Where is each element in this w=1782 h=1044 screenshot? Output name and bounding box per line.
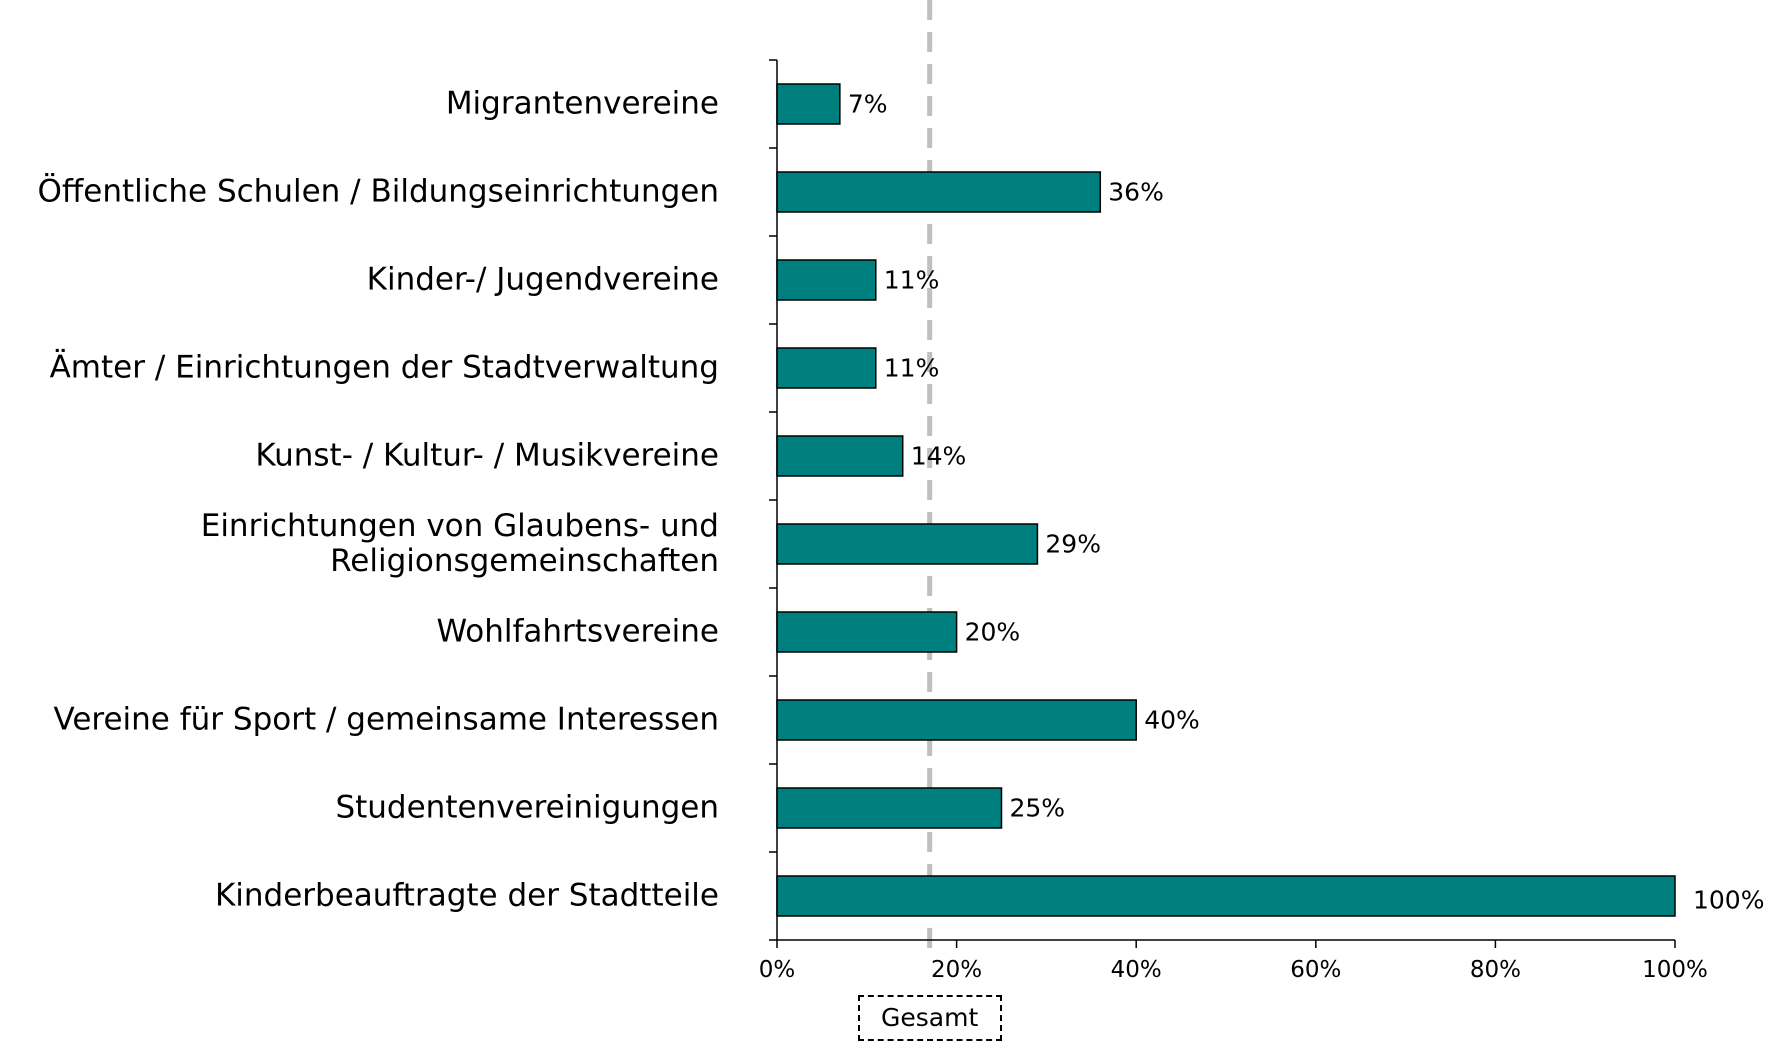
bar <box>776 699 1137 741</box>
category-label: Vereine für Sport / gemeinsame Interesse… <box>53 701 719 738</box>
bar <box>776 787 1003 829</box>
value-label: 11% <box>883 265 940 295</box>
reference-label: Gesamt <box>857 995 1002 1041</box>
value-label: 40% <box>1144 705 1200 735</box>
category-label: Kinder-/ Jugendvereine <box>366 261 719 298</box>
value-label: 14% <box>910 441 967 471</box>
value-label: 7% <box>847 89 888 119</box>
category-label: Wohlfahrtsvereine <box>436 613 719 650</box>
category-label: Kinderbeauftragte der Stadtteile <box>214 877 719 914</box>
bar <box>776 611 958 653</box>
bar <box>776 875 1676 917</box>
category-label: Öffentliche Schulen / Bildungseinrichtun… <box>37 173 719 210</box>
bar <box>776 171 1102 213</box>
category-label: Ämter / Einrichtungen der Stadtverwaltun… <box>49 349 719 386</box>
x-tick-label: 20% <box>931 957 983 983</box>
bar <box>776 435 904 477</box>
x-tick-label: 40% <box>1110 957 1162 983</box>
value-label: 25% <box>1009 793 1066 823</box>
bar <box>776 347 877 389</box>
category-label: Studentenvereinigungen <box>335 789 719 826</box>
value-label: 20% <box>964 617 1021 647</box>
bar <box>776 259 877 301</box>
x-tick-label: 0% <box>758 957 796 983</box>
x-tick-label: 100% <box>1642 957 1708 983</box>
bar <box>776 83 841 125</box>
bar <box>776 523 1039 565</box>
value-label: 100% <box>1693 885 1765 915</box>
value-label: 11% <box>883 353 940 383</box>
category-label: Kunst- / Kultur- / Musikvereine <box>255 437 719 474</box>
category-label: Migrantenvereine <box>445 85 719 122</box>
x-tick-label: 80% <box>1469 957 1521 983</box>
category-label: Einrichtungen von Glaubens- und Religion… <box>200 508 719 579</box>
value-label: 29% <box>1045 529 1101 559</box>
value-label: 36% <box>1108 177 1164 207</box>
x-tick-label: 60% <box>1290 957 1342 983</box>
